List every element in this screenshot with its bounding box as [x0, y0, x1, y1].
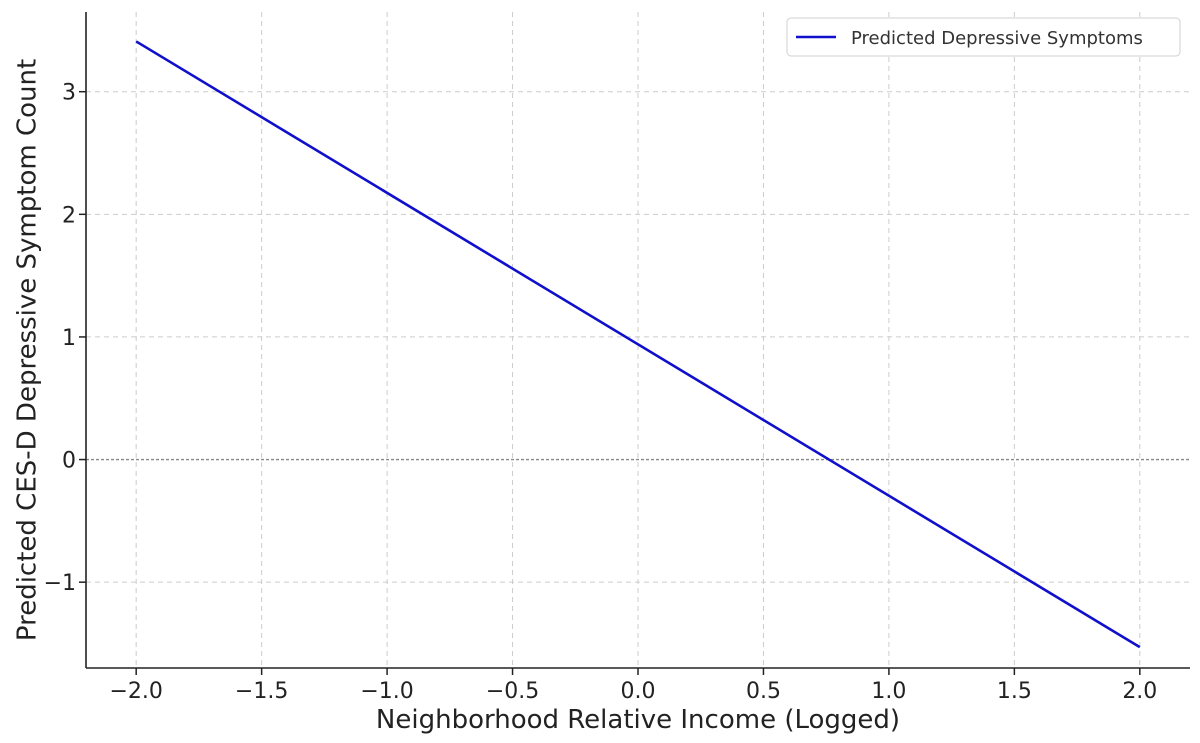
x-tick-label: 1.5 [997, 679, 1032, 704]
y-axis-ticks: 3 2 1 0 −1 [44, 81, 86, 596]
x-axis-title: Neighborhood Relative Income (Logged) [376, 705, 900, 735]
series-line-predicted-depressive-symptoms [135, 40, 1141, 649]
y-axis-title: Predicted CES-D Depressive Symptom Count [13, 59, 43, 641]
x-tick-label: 2.0 [1122, 679, 1157, 704]
y-tick-label: 0 [62, 449, 76, 474]
x-axis-ticks: −2.0 −1.5 −1.0 −0.5 0.0 0.5 1.0 1.5 2.0 [109, 668, 1157, 704]
x-tick-label: −1.0 [360, 679, 413, 704]
x-tick-label: 0.5 [746, 679, 781, 704]
y-tick-label: 1 [62, 326, 76, 351]
x-tick-label: 0.0 [621, 679, 656, 704]
x-tick-label: 1.0 [871, 679, 906, 704]
legend: Predicted Depressive Symptoms [786, 17, 1181, 57]
y-tick-label: 2 [62, 203, 76, 228]
y-tick-label: −1 [44, 571, 76, 596]
x-tick-label: −0.5 [486, 679, 539, 704]
series [135, 40, 1141, 649]
legend-box [786, 17, 1181, 57]
x-tick-label: −1.5 [235, 679, 288, 704]
legend-label-predicted-depressive-symptoms: Predicted Depressive Symptoms [851, 28, 1143, 49]
x-tick-label: −2.0 [109, 679, 162, 704]
y-tick-label: 3 [62, 81, 76, 106]
grid [86, 12, 1190, 668]
